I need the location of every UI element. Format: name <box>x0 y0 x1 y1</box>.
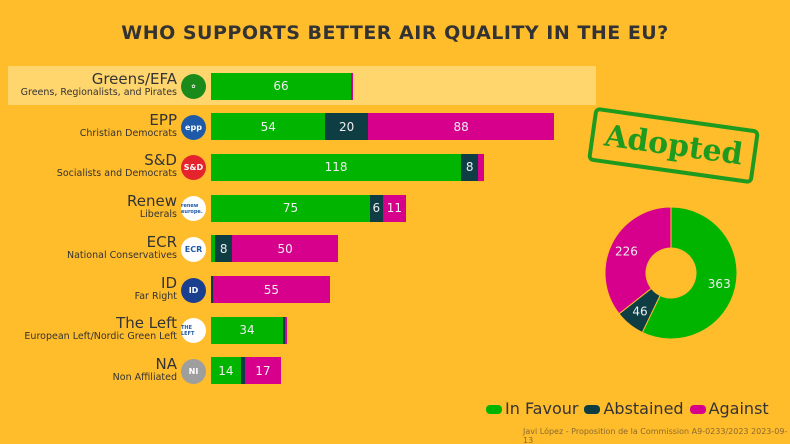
legend: In Favour Abstained Against <box>486 399 769 418</box>
party-logo-icon: epp <box>181 114 206 140</box>
party-subtitle: National Conservatives <box>67 249 177 261</box>
donut-label: 46 <box>632 305 647 319</box>
legend-abstained: Abstained <box>584 399 684 418</box>
bar-in-favour: 75 <box>211 194 370 222</box>
bar-against: 50 <box>232 235 339 263</box>
party-logo-icon: ECR <box>181 236 206 262</box>
donut-slice-in-favour <box>641 206 738 340</box>
legend-favour: In Favour <box>486 399 578 418</box>
bar-in-favour <box>211 235 216 263</box>
bar-in-favour: 34 <box>211 316 284 344</box>
bar-label: 6 <box>372 201 381 216</box>
party-label: ECR National Conservatives <box>67 234 177 261</box>
party-name: The Left <box>116 314 177 333</box>
bar-label: 34 <box>239 323 255 338</box>
bar-against: 55 <box>213 276 330 303</box>
bar-label: 54 <box>260 119 276 134</box>
bar-label: 118 <box>324 160 348 175</box>
bar-label: 8 <box>465 160 474 175</box>
chart-title: WHO SUPPORTS BETTER AIR QUALITY IN THE E… <box>121 22 669 44</box>
bar-label: 75 <box>282 201 299 216</box>
donut-slice-against <box>604 206 672 315</box>
bar-against <box>350 72 354 100</box>
bar-label: 88 <box>453 119 469 134</box>
party-label: EPP Christian Democrats <box>80 112 177 139</box>
party-logo-icon: S&D <box>181 155 206 181</box>
party-label: NA Non Affiliated <box>113 356 177 383</box>
party-name: Renew <box>127 192 177 211</box>
bar-against: 17 <box>244 357 281 385</box>
bar-abstained: 8 <box>461 153 479 181</box>
bar-in-favour: 14 <box>211 357 241 385</box>
party-subtitle: Non Affiliated <box>112 371 177 383</box>
legend-against: Against <box>689 399 769 418</box>
party-name: ID <box>161 273 177 292</box>
party-logo-icon: THE LEFT <box>181 318 206 344</box>
party-logo-icon: renew europe. <box>181 196 206 222</box>
party-subtitle: European Left/Nordic Green Left <box>24 331 177 343</box>
bar-label: 66 <box>273 79 289 93</box>
bar-label: 20 <box>339 119 355 134</box>
bar-label: 8 <box>219 241 228 256</box>
donut-label: 363 <box>708 277 731 291</box>
party-subtitle: Christian Democrats <box>79 127 177 139</box>
party-label: S&D Socialists and Democrats <box>57 152 177 179</box>
donut-label: 226 <box>615 244 638 258</box>
party-logo-icon: ✿ <box>181 74 206 99</box>
bar-against <box>285 316 288 344</box>
party-logo-icon: ID <box>181 277 206 303</box>
bar-abstained <box>283 316 286 344</box>
bar-against: 11 <box>382 194 407 222</box>
bar-abstained <box>211 276 214 303</box>
bar-label: 17 <box>255 363 271 378</box>
bar-abstained: 6 <box>370 194 383 222</box>
footer-credit: Javi López - Proposition de la Commissio… <box>523 427 788 444</box>
bar-in-favour: 118 <box>211 153 462 181</box>
bar-in-favour: 66 <box>211 72 351 100</box>
party-name: S&D <box>144 151 177 170</box>
bar-label: 14 <box>218 363 234 378</box>
party-name: NA <box>155 354 177 373</box>
party-name: EPP <box>149 110 177 129</box>
bar-abstained: 8 <box>215 235 233 263</box>
party-subtitle: Socialists and Democrats <box>56 168 177 180</box>
party-subtitle: Liberals <box>139 209 177 221</box>
party-subtitle: Greens, Regionalists, and Pirates <box>20 87 177 98</box>
party-name: Greens/EFA <box>91 70 177 88</box>
bar-against <box>478 153 485 181</box>
bar-against: 88 <box>367 113 555 141</box>
party-label: The Left European Left/Nordic Green Left <box>24 315 177 342</box>
bar-in-favour: 54 <box>211 113 326 141</box>
bar-label: 11 <box>386 201 403 216</box>
party-label: Greens/EFA Greens, Regionalists, and Pira… <box>21 71 177 98</box>
bar-abstained <box>240 357 245 385</box>
party-subtitle: Far Right <box>134 290 177 302</box>
party-label: Renew Liberals <box>127 193 177 220</box>
bar-label: 55 <box>263 282 280 297</box>
bar-label: 50 <box>277 241 293 256</box>
party-logo-icon: NI <box>181 358 206 384</box>
bar-abstained: 20 <box>325 113 368 141</box>
party-label: ID Far Right <box>135 275 177 302</box>
party-name: ECR <box>146 232 177 251</box>
